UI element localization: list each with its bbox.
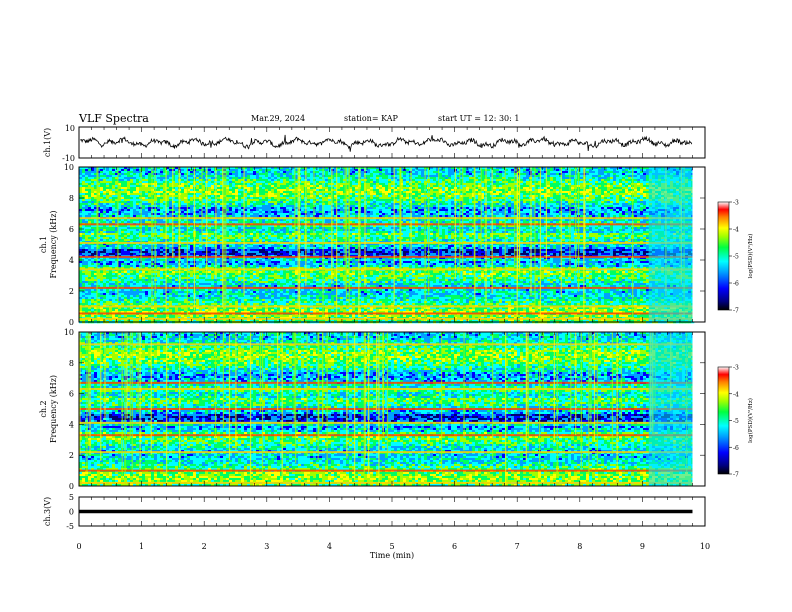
ch1-spec-band-2 [79, 306, 692, 308]
ch2-spec-ytick-4: 8 [69, 359, 74, 368]
ch1-spec-panel: 0 2 4 6 8 10 ch.1 Frequency (kHz) -3 -4 -5 -6 -7 log(… [39, 163, 754, 327]
ch1-spec-band-3 [79, 287, 692, 289]
ch1-spec-cbar-tick-0: -3 [733, 200, 739, 207]
ch1-spec-band-7 [79, 223, 692, 225]
time-tick-4: 4 [327, 542, 332, 551]
ch1-spec-cbar-tick-1: -4 [733, 227, 739, 234]
ch2-spec-band-8 [79, 343, 692, 345]
ch2-spec-ytick-5: 10 [64, 328, 74, 337]
ch1-spec-band-8 [79, 217, 692, 219]
ch1-spec-ytick-3: 6 [69, 225, 74, 234]
ch1-ylabel: ch.1(V) [43, 128, 52, 157]
time-tick-8: 8 [577, 542, 582, 551]
ch2-spec-ytick-3: 6 [69, 390, 74, 399]
ch2-spec-cbar-tick-1: -4 [733, 391, 739, 398]
ch1-spec-band-4 [79, 268, 692, 270]
ch3-panel: 5 0 -5 ch.3(V) 0 1 2 3 4 5 6 7 8 9 10 Time (min) [43, 493, 710, 560]
time-axis-label: Time (min) [370, 551, 414, 560]
ch2-spec-band-6 [79, 388, 692, 390]
ch1-spec-cbar-tick-4: -7 [733, 308, 739, 315]
ch2-spec-band-7 [79, 382, 692, 384]
time-tick-5: 5 [389, 542, 394, 551]
ch1-spec-band-1 [79, 312, 692, 314]
ch2-spec-cbar-tick-3: -6 [733, 445, 739, 452]
ch1-spec-cbar-label: log(PSD)(V²/Hz) [747, 234, 754, 279]
ch2-spec-cbar-tick-0: -3 [733, 365, 739, 372]
time-tick-3: 3 [264, 542, 269, 551]
ch1-spec-end-block [649, 167, 693, 322]
ch2-spec-band-1 [79, 470, 692, 472]
vlf-figure: 10-10ch.1(V)0246810ch.1 Frequency (kHz)-3… [0, 0, 792, 612]
ch1-spec-ytick-0: 0 [69, 318, 74, 327]
ch2-spec-cbar-tick-4: -7 [733, 472, 739, 479]
ch1-spec-cbar-tick-2: -5 [733, 254, 739, 261]
ch3-ytick-1: 0 [69, 508, 74, 517]
time-tick-0: 0 [76, 542, 81, 551]
ch2-spec-band-4 [79, 422, 692, 424]
ch1-ytick-top: 10 [65, 124, 75, 133]
ch2-spec-band-0 [79, 482, 692, 484]
time-tick-1: 1 [139, 542, 144, 551]
ch2-spec-band-5 [79, 408, 692, 410]
ch2-spec-ylabel-channel: ch.2 [39, 400, 48, 417]
ch1-spec-band-5 [79, 256, 692, 258]
ch2-spec-colorbar [718, 367, 729, 474]
time-tick-10: 10 [700, 542, 710, 551]
ch2-spec-band-3 [79, 434, 692, 436]
ch2-spec-panel: 0 2 4 6 8 10 ch.2 Frequency (kHz) -3 -4 -5 -6 -7 log(… [39, 328, 754, 491]
ch3-ytick-0: 5 [69, 493, 74, 502]
ch1-spec-ylabel-freq: Frequency (kHz) [49, 210, 58, 278]
ch1-spec-band-0 [79, 318, 692, 320]
ch1-spec-ylabel-channel: ch.1 [39, 236, 48, 253]
time-tick-6: 6 [452, 542, 457, 551]
ch1-spec-ytick-2: 4 [69, 256, 74, 265]
ch2-spec-end-block [649, 332, 693, 486]
ch1-waveform-panel: 10 -10 ch.1(V) [43, 124, 705, 163]
ch2-spec-ytick-2: 4 [69, 420, 74, 429]
ch2-spec-cbar-tick-2: -5 [733, 418, 739, 425]
ch2-spec-cbar-label: log(PSD)(V²/Hz) [747, 398, 754, 443]
time-tick-7: 7 [515, 542, 520, 551]
ch3-signal-band [79, 510, 692, 513]
ch2-spec-ytick-0: 0 [69, 482, 74, 491]
ch1-waveform-line [80, 135, 692, 152]
ch2-spec-ylabel-freq: Frequency (kHz) [49, 375, 58, 443]
time-tick-9: 9 [640, 542, 645, 551]
ch1-ytick-bottom: -10 [62, 154, 75, 163]
ch3-ylabel: ch.3(V) [43, 497, 52, 526]
ch1-spec-ytick-5: 10 [64, 163, 74, 172]
time-tick-2: 2 [202, 542, 207, 551]
ch1-spec-cbar-tick-3: -6 [733, 281, 739, 288]
ch1-spec-ytick-1: 2 [69, 287, 74, 296]
ch1-spec-colorbar [718, 202, 729, 310]
ch2-spec-band-2 [79, 451, 692, 453]
ch2-spec-ytick-1: 2 [69, 451, 74, 460]
ch1-spec-ytick-4: 8 [69, 194, 74, 203]
ch3-ytick-2: -5 [66, 522, 74, 531]
ch1-spec-band-6 [79, 242, 692, 244]
